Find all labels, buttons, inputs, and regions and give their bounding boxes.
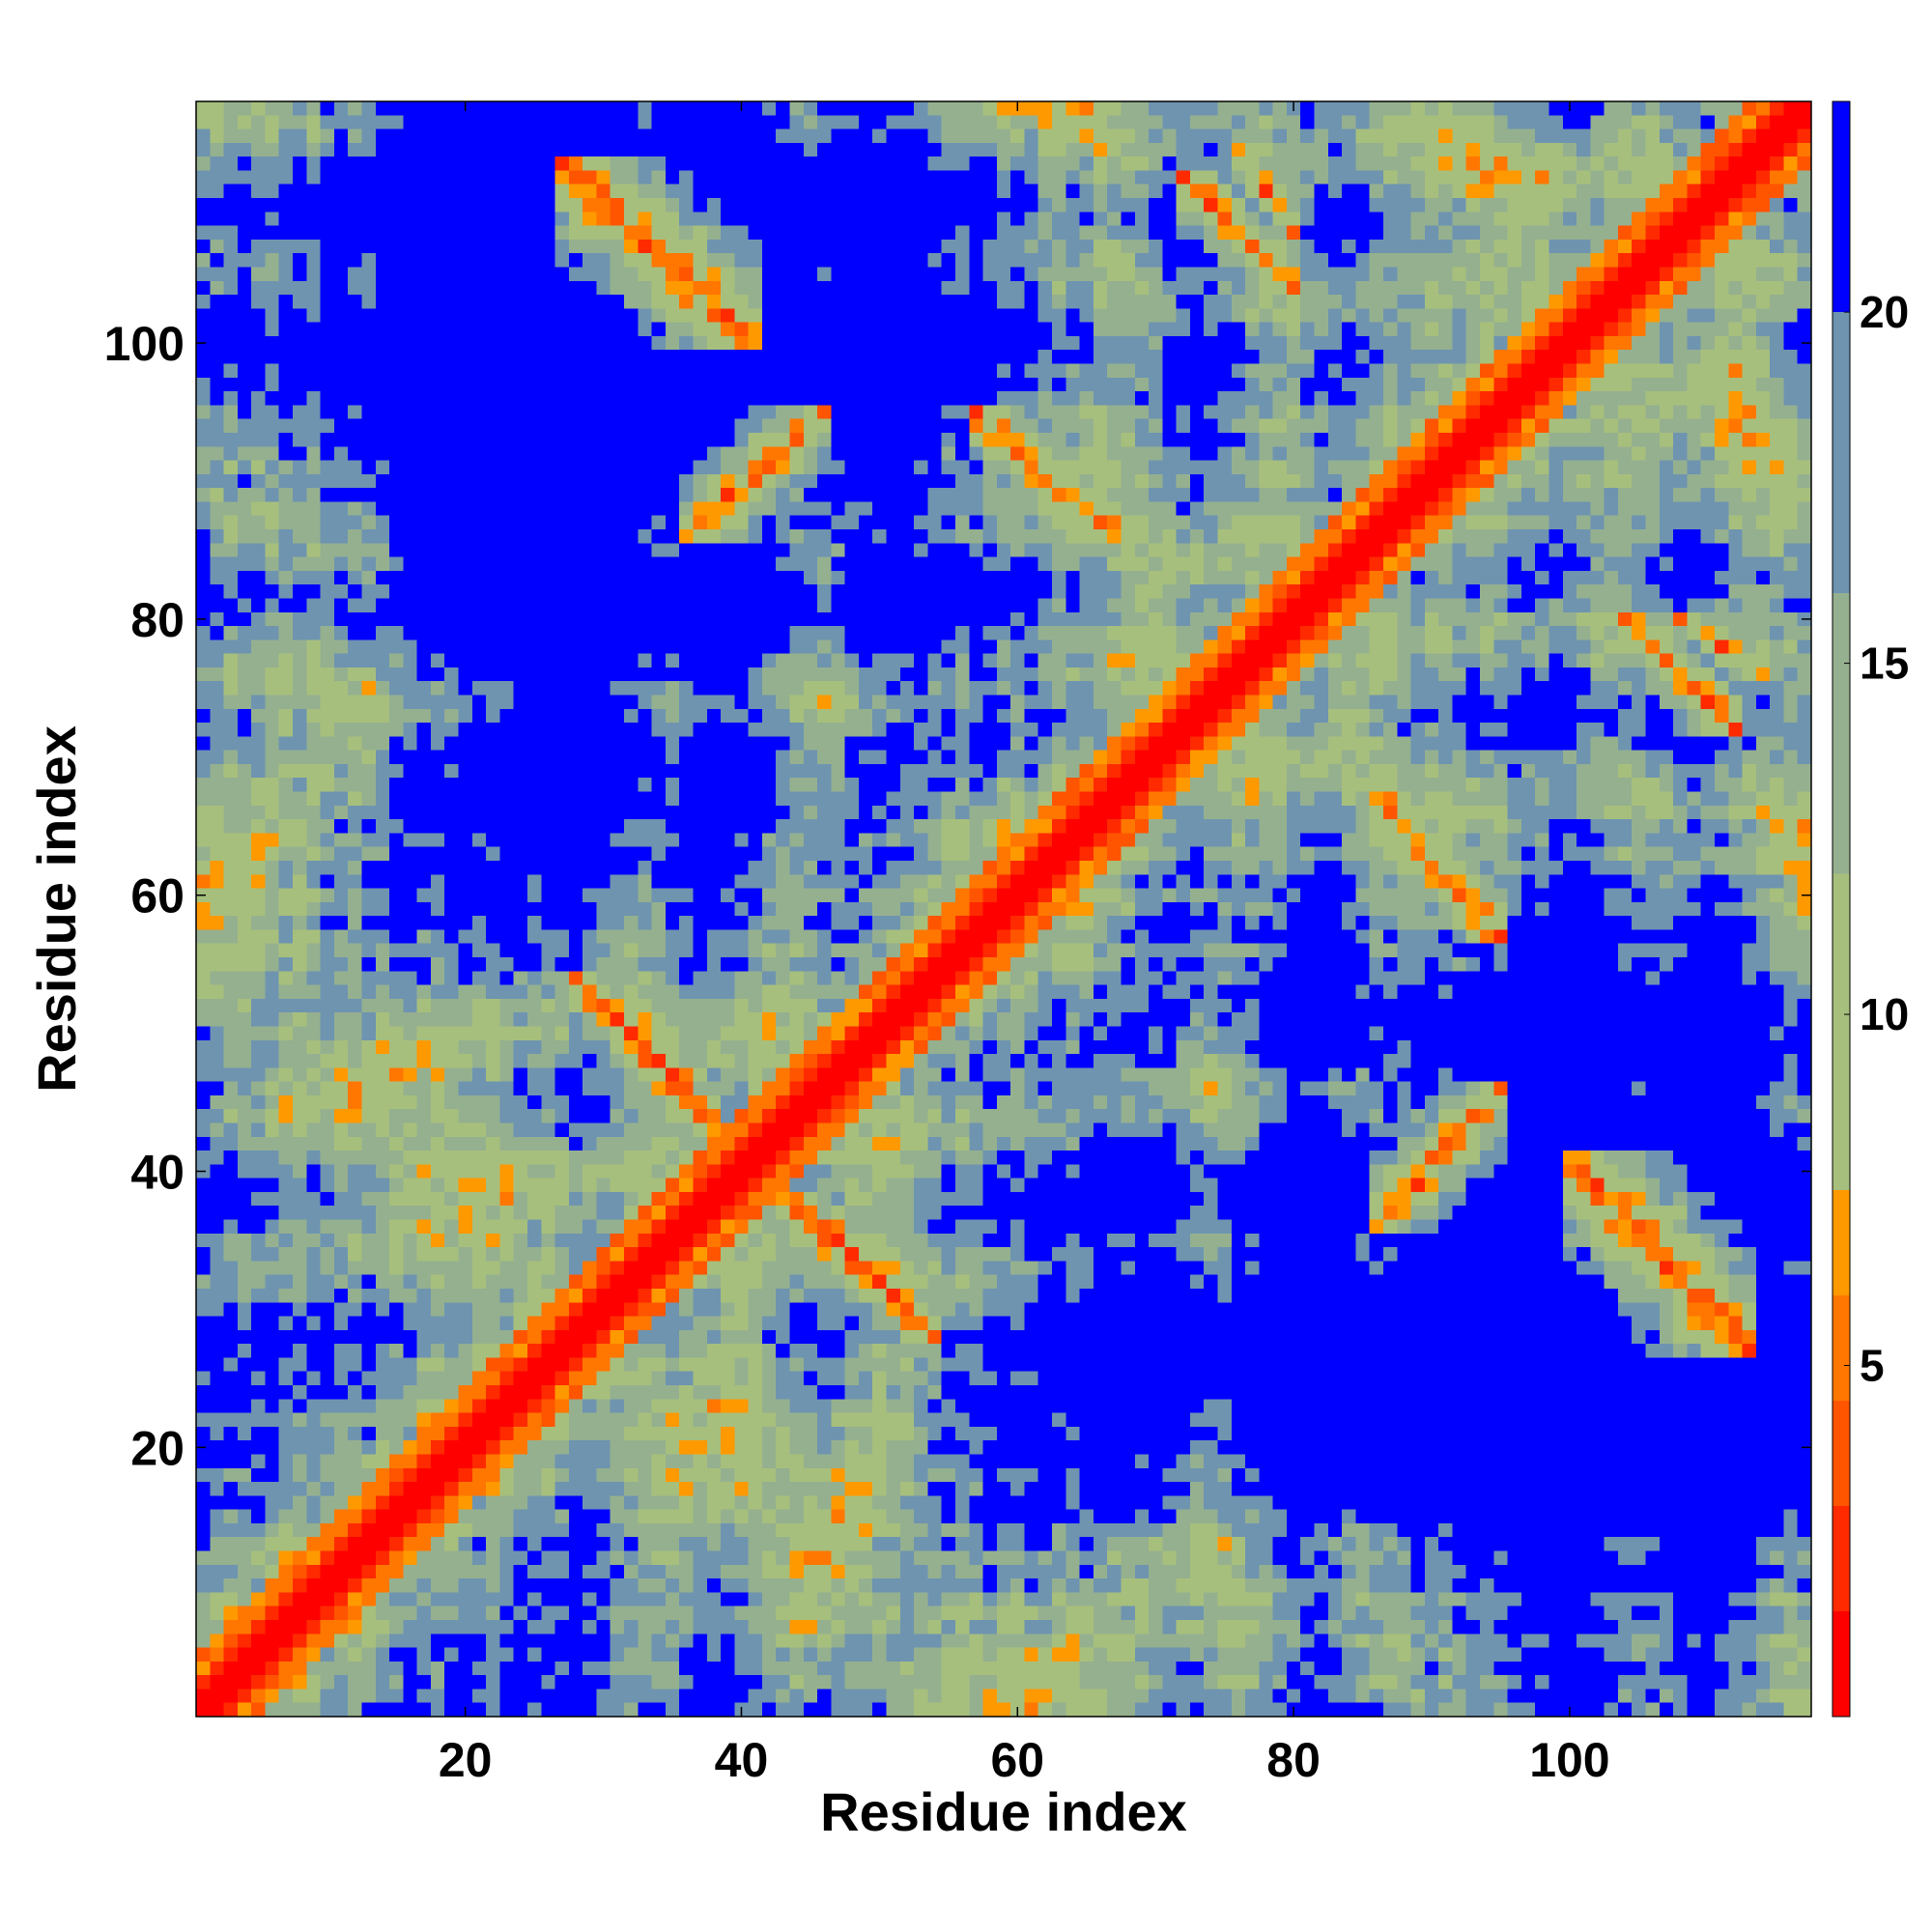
distance-heatmap [196, 101, 1811, 1717]
x-tick-label: 20 [439, 1733, 493, 1787]
colorbar [1833, 101, 1850, 1717]
y-tick-label: 20 [130, 1421, 185, 1475]
x-axis-ticks: 20 40 60 80 100 [439, 101, 1610, 1787]
colorbar-tick-label: 20 [1860, 287, 1909, 337]
colorbar-frame [1832, 100, 1851, 1718]
x-axis-title: Residue index [820, 1781, 1187, 1842]
y-tick-label: 80 [130, 593, 185, 647]
colorbar-tick-label: 15 [1860, 639, 1909, 689]
colorbar-tick-label: 10 [1860, 989, 1909, 1039]
x-tick-label: 60 [990, 1733, 1044, 1787]
colorbar-tick-label: 5 [1860, 1341, 1885, 1391]
x-tick-label: 80 [1266, 1733, 1321, 1787]
colorbar-ticks: 5 10 15 20 [1844, 287, 1909, 1391]
x-tick-label: 40 [715, 1733, 769, 1787]
y-tick-label: 60 [130, 869, 185, 923]
y-axis-ticks: 20 40 60 80 100 [104, 317, 1811, 1475]
y-axis-title: Residue index [26, 725, 87, 1093]
y-tick-label: 40 [130, 1146, 185, 1200]
y-tick-label: 100 [104, 317, 185, 371]
x-tick-label: 100 [1529, 1733, 1609, 1787]
plot-frame [195, 100, 1812, 1718]
